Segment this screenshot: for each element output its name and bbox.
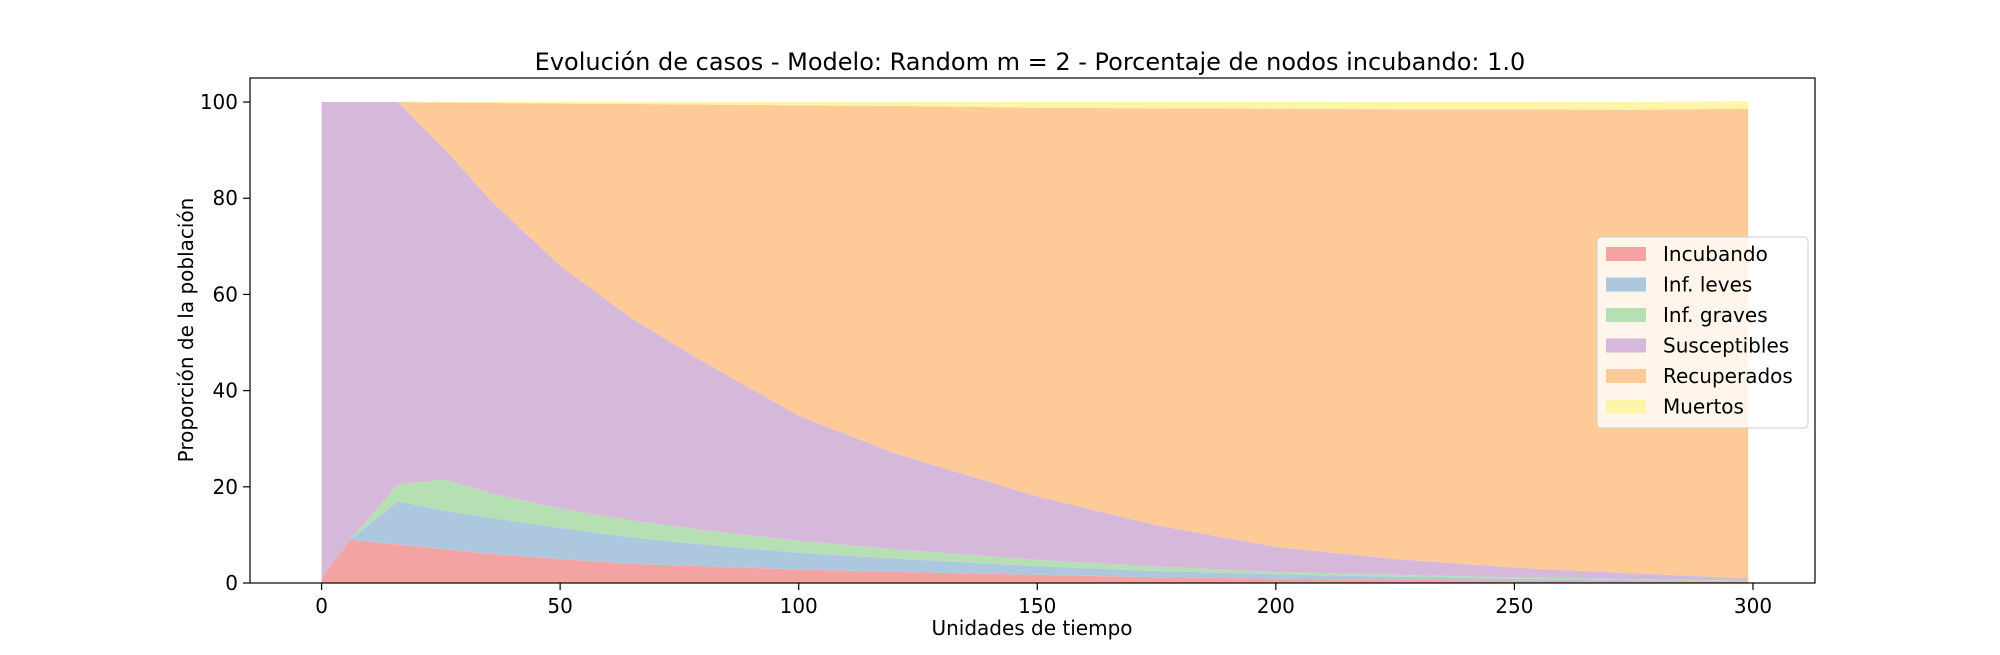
legend-swatch-recuperados — [1606, 369, 1646, 383]
legend-label-susceptibles: Susceptibles — [1663, 334, 1789, 358]
chart-title: Evolución de casos - Modelo: Random m = … — [535, 48, 1526, 76]
legend-label-inf-graves: Inf. graves — [1663, 303, 1768, 327]
x-tick-label: 250 — [1495, 594, 1533, 618]
x-tick-label: 300 — [1734, 594, 1772, 618]
legend-box — [1596, 236, 1809, 429]
x-tick-label: 50 — [547, 594, 572, 618]
y-tick-label: 0 — [225, 571, 238, 595]
y-tick-label: 100 — [200, 90, 238, 114]
legend-label-muertos: Muertos — [1663, 395, 1744, 419]
plot-frame — [249, 77, 1816, 584]
area-recuperados — [321, 102, 1749, 579]
legend-swatch-muertos — [1606, 399, 1646, 414]
x-tick-label: 0 — [315, 594, 328, 618]
area-inf-leves — [321, 501, 1749, 582]
area-inf-graves — [321, 479, 1749, 582]
legend-label-inf-leves: Inf. leves — [1663, 273, 1752, 297]
x-tick-label: 200 — [1257, 594, 1295, 618]
area-muertos — [321, 101, 1749, 110]
legend-label-incubando: Incubando — [1663, 242, 1768, 266]
area-susceptibles — [321, 102, 1749, 581]
legend-swatch-susceptibles — [1606, 338, 1646, 353]
legend-swatch-inf-graves — [1606, 308, 1646, 322]
area-layers — [321, 101, 1749, 583]
legend-swatch-inf-leves — [1606, 277, 1646, 292]
legend: Incubando Inf. leves Inf. graves Susceptibl… — [1596, 236, 1809, 429]
y-tick-label: 80 — [213, 186, 238, 210]
y-axis-label: Proporción de la población — [174, 198, 198, 463]
y-axis-ticks: 0 20 40 60 80 100 — [200, 90, 250, 595]
x-tick-label: 100 — [780, 594, 818, 618]
x-axis-ticks: 0 50 100 150 200 250 300 — [315, 583, 1772, 618]
y-tick-label: 60 — [213, 282, 238, 306]
legend-swatch-incubando — [1606, 247, 1646, 261]
y-tick-label: 20 — [213, 475, 238, 499]
y-tick-label: 40 — [213, 379, 238, 403]
area-incubando — [321, 539, 1749, 583]
x-axis-label: Unidades de tiempo — [931, 616, 1132, 640]
x-tick-label: 150 — [1018, 594, 1056, 618]
legend-label-recuperados: Recuperados — [1663, 364, 1793, 388]
